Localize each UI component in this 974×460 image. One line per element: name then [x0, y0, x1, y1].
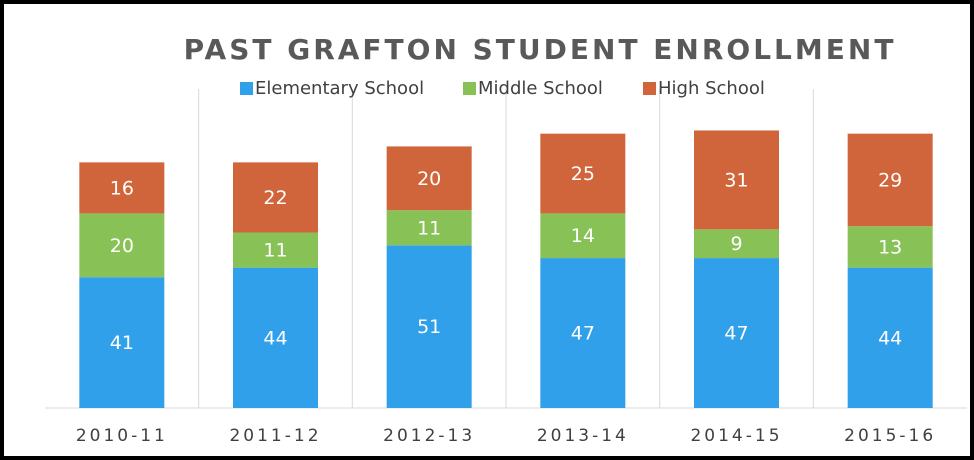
data-label: 16 [110, 177, 134, 199]
x-tick-label: 2010-11 [76, 426, 168, 446]
bar-segment [79, 162, 165, 214]
data-label: 22 [263, 187, 287, 209]
data-label: 20 [110, 235, 134, 257]
legend-swatch [240, 82, 253, 95]
legend-label: Middle School [478, 78, 603, 99]
bar-segment [847, 267, 933, 408]
bar-segment [233, 267, 318, 408]
data-label: 11 [417, 217, 441, 239]
data-label: 44 [263, 327, 287, 349]
data-label: 47 [571, 323, 595, 345]
x-tick-label: 2011-12 [229, 426, 321, 446]
bar-segment [847, 226, 933, 268]
legend-label: Elementary School [255, 78, 424, 99]
bar-segment [540, 258, 626, 408]
data-label: 25 [571, 163, 595, 185]
data-label: 31 [724, 169, 748, 191]
bar-segment [694, 229, 779, 259]
data-label: 11 [263, 240, 287, 262]
x-tick-label: 2015-16 [844, 426, 936, 446]
bar-segment [540, 213, 626, 259]
legend-label: High School [658, 78, 765, 99]
x-tick-label: 2012-13 [383, 426, 475, 446]
data-label: 44 [878, 327, 902, 349]
x-tick-label: 2014-15 [690, 426, 782, 446]
bar-segment [540, 133, 626, 214]
bar-segment [694, 258, 779, 408]
bar-segment [386, 146, 472, 211]
data-label: 41 [110, 332, 134, 354]
data-label: 13 [878, 236, 902, 258]
legend-swatch [643, 82, 656, 95]
bar-segment [233, 162, 318, 233]
bar-segment [233, 232, 318, 268]
x-tick-label: 2013-14 [537, 426, 629, 446]
data-label: 29 [878, 169, 902, 191]
bar-segment [847, 133, 933, 227]
data-label: 51 [417, 316, 441, 338]
bar-segment [694, 130, 779, 230]
data-label: 9 [730, 233, 742, 255]
bar-segment [79, 213, 165, 278]
data-label: 14 [571, 225, 595, 247]
legend-swatch [463, 82, 476, 95]
bar-segment [79, 277, 165, 408]
data-label: 20 [417, 168, 441, 190]
data-label: 47 [724, 323, 748, 345]
bar-segment [386, 245, 472, 408]
chart-title: PAST GRAFTON STUDENT ENROLLMENT [184, 33, 897, 66]
bar-segment [386, 210, 472, 246]
